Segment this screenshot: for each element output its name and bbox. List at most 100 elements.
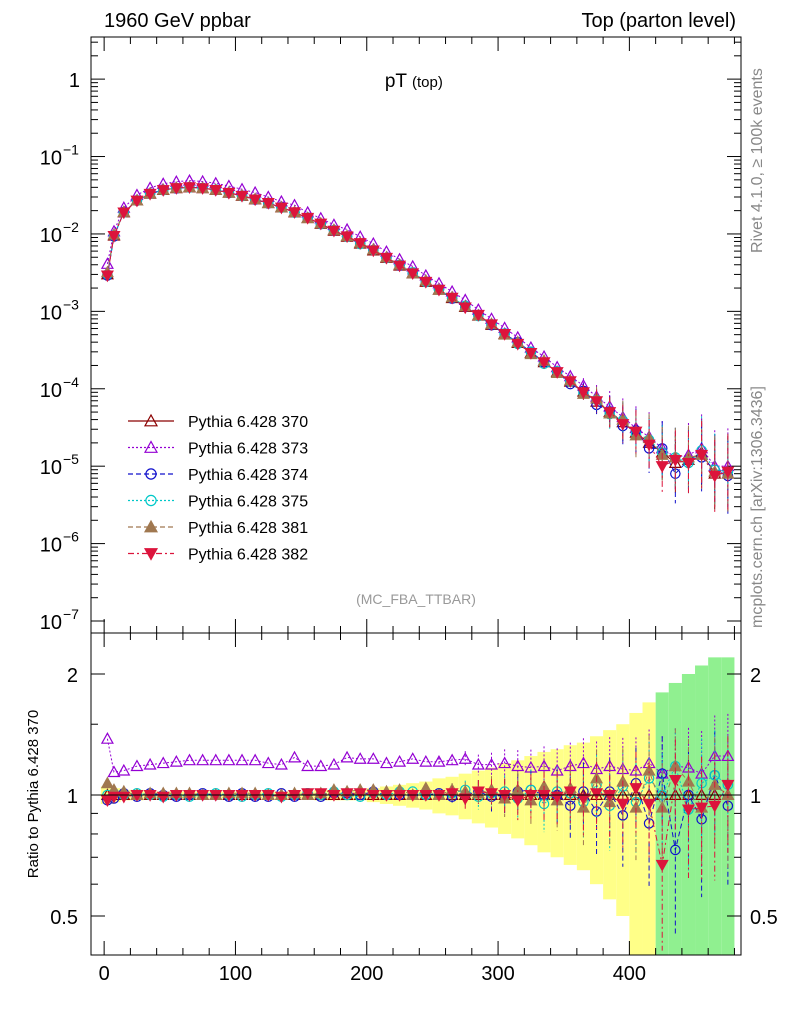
main-y-tick-exponent: −3 <box>63 296 79 312</box>
ratio-point <box>314 788 328 800</box>
ratio-point <box>616 798 630 811</box>
ratio-y-tick-label: 0.5 <box>50 907 78 929</box>
main-y-tick-exponent: −5 <box>63 451 79 467</box>
ratio-point <box>603 789 617 802</box>
data-point <box>366 245 380 258</box>
data-point <box>498 328 512 341</box>
main-y-tick-exponent: −4 <box>63 374 79 390</box>
ratio-point <box>248 753 262 766</box>
data-point <box>274 202 288 215</box>
data-point <box>721 466 735 479</box>
data-point <box>708 470 722 483</box>
ratio-point <box>695 802 709 815</box>
ratio-point <box>235 753 249 766</box>
ratio-y-ticks: 0.5 0.5 1 1 2 2 <box>50 665 778 929</box>
ratio-point <box>100 732 114 744</box>
data-point <box>524 347 538 360</box>
data-point <box>340 231 354 244</box>
ratio-point <box>274 757 288 770</box>
mcplots-label: mcplots.cern.ch [arXiv:1306.3436] <box>749 386 766 628</box>
ratio-point <box>471 757 485 770</box>
ratio-point <box>107 765 121 778</box>
data-point <box>484 319 499 332</box>
data-point <box>169 183 183 195</box>
ratio-point <box>576 756 590 769</box>
ratio-point <box>143 757 157 770</box>
ratio-point <box>379 756 393 769</box>
ratio-point <box>353 752 367 764</box>
ratio-point <box>235 789 249 802</box>
legend-entry: Pythia 6.428 381 <box>128 519 308 537</box>
data-point <box>655 461 669 473</box>
legend-label: Pythia 6.428 382 <box>188 547 308 564</box>
plot-title: pT <box>385 71 408 92</box>
data-point <box>576 387 590 400</box>
ratio-point <box>130 759 144 772</box>
ratio-point <box>393 754 407 767</box>
data-point <box>130 195 144 208</box>
data-point <box>563 376 577 389</box>
ratio-point <box>445 753 459 766</box>
legend-entry: Pythia 6.428 373 <box>128 440 308 458</box>
data-point <box>235 190 249 203</box>
data-point <box>143 188 157 201</box>
ratio-point <box>100 776 114 789</box>
header-left: 1960 GeV ppbar <box>104 10 251 32</box>
data-point <box>590 396 604 408</box>
ratio-y-tick-label-right: 1 <box>750 786 761 808</box>
data-point <box>406 268 420 281</box>
ratio-point <box>484 757 499 770</box>
data-point <box>432 284 446 297</box>
data-point <box>668 455 682 467</box>
data-point <box>695 449 709 462</box>
ratio-point <box>301 788 315 800</box>
ratio-point <box>327 789 341 802</box>
ratio-point <box>117 763 131 776</box>
ratio-point <box>432 754 446 767</box>
ratio-point <box>511 783 525 795</box>
legend-entry: Pythia 6.428 370 <box>128 413 308 431</box>
data-point <box>209 185 223 197</box>
data-point <box>327 225 341 238</box>
legend-label: Pythia 6.428 374 <box>188 467 308 484</box>
x-tick-label: 400 <box>613 963 646 985</box>
legend-marker <box>143 519 159 533</box>
data-point <box>301 212 315 225</box>
ratio-point <box>445 788 459 800</box>
legend-label: Pythia 6.428 381 <box>188 520 308 537</box>
legend-label: Pythia 6.428 370 <box>188 414 308 431</box>
ratio-point <box>419 754 433 767</box>
ratio-point <box>406 752 420 764</box>
legend-entry: Pythia 6.428 375 <box>128 494 308 511</box>
ratio-point <box>288 789 302 802</box>
x-tick-label: 300 <box>481 963 514 985</box>
ratio-point <box>419 789 433 802</box>
ratio-point <box>458 793 472 806</box>
ratio-point <box>156 756 170 769</box>
ratio-y-tick-label-right: 2 <box>750 665 761 687</box>
ratio-point <box>642 798 656 811</box>
main-y-tick-label: 1 <box>69 70 80 92</box>
ratio-point <box>537 789 551 802</box>
ratio-point <box>222 789 236 802</box>
ratio-point <box>537 759 551 772</box>
legend: Pythia 6.428 370 Pythia 6.428 373 Pythia 6… <box>128 413 308 564</box>
ratio-point <box>629 783 643 795</box>
data-point <box>182 182 197 194</box>
ratio-point <box>681 774 695 787</box>
data-point <box>196 183 210 195</box>
data-point <box>616 419 630 431</box>
analysis-label: (MC_FBA_TTBAR) <box>356 591 476 607</box>
data-point <box>445 292 459 305</box>
data-point <box>629 426 643 439</box>
main-y-tick-label: 10 <box>40 380 62 402</box>
ratio-point <box>366 789 380 802</box>
legend-entry: Pythia 6.428 374 <box>128 467 308 484</box>
series-pythia-6-428-382 <box>100 182 735 512</box>
ratio-point <box>721 779 735 792</box>
data-point <box>379 252 393 265</box>
ratio-point <box>340 750 354 763</box>
ratio-point <box>655 859 669 872</box>
data-point <box>222 187 236 200</box>
